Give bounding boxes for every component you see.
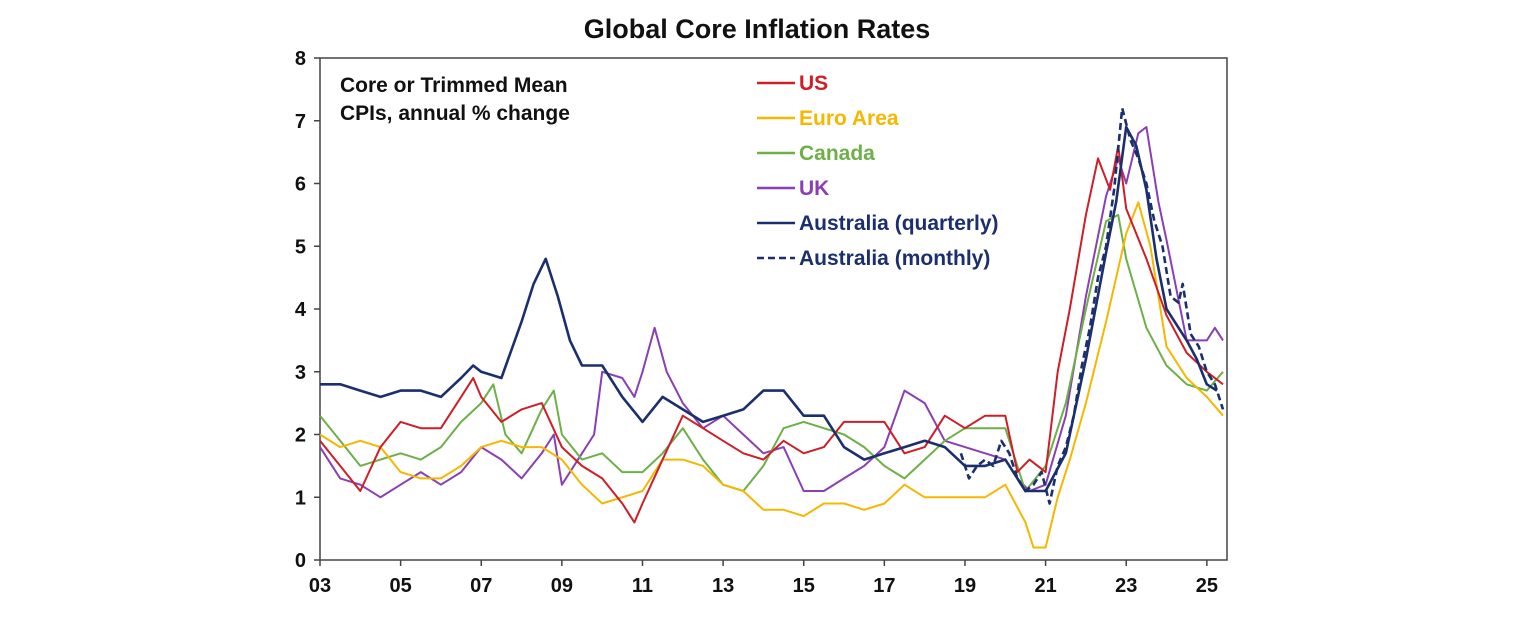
chart-note: Core or Trimmed Mean CPIs, annual % chan… [340, 74, 570, 125]
x-tick-label: 17 [873, 575, 895, 597]
y-tick-label: 2 [295, 425, 306, 447]
legend-label-euro-area: Euro Area [799, 107, 899, 130]
series-line-euro-area [319, 201, 1224, 549]
y-tick-label: 8 [295, 48, 306, 70]
x-tick-label: 15 [793, 575, 815, 597]
y-tick-label: 3 [295, 362, 306, 384]
x-tick-label: 03 [309, 575, 331, 597]
x-tick-label: 21 [1034, 575, 1056, 597]
series-line-australia-quarterly [320, 125, 1218, 493]
chart-title: Global Core Inflation Rates [584, 14, 931, 44]
x-axis: 03 05 07 09 11 13 15 17 19 21 23 25 [309, 560, 1218, 597]
y-tick-label: 7 [295, 111, 306, 133]
series-line-us [319, 144, 1224, 524]
x-tick-label: 07 [470, 575, 492, 597]
plot-area [319, 57, 1228, 561]
legend-label-australia-monthly: Australia (monthly) [799, 247, 990, 270]
x-tick-label: 05 [389, 575, 411, 597]
y-tick-label: 4 [295, 299, 307, 321]
series-line-canada [319, 213, 1224, 492]
y-axis: 0 1 2 3 4 5 6 7 8 [295, 48, 320, 572]
x-tick-label: 13 [712, 575, 734, 597]
series-layer [319, 106, 1225, 549]
x-tick-label: 19 [954, 575, 976, 597]
y-tick-label: 0 [295, 550, 306, 572]
y-tick-label: 6 [295, 174, 306, 196]
x-tick-label: 11 [632, 575, 653, 597]
legend-label-australia-quarterly: Australia (quarterly) [799, 212, 999, 235]
chart-note-line-2: CPIs, annual % change [340, 102, 570, 125]
series-line-uk [319, 126, 1224, 499]
legend-label-us: US [799, 72, 828, 95]
series-line-australia-monthly [959, 106, 1225, 505]
x-tick-label: 23 [1115, 575, 1137, 597]
y-tick-label: 1 [295, 487, 306, 509]
x-tick-label: 25 [1196, 575, 1218, 597]
legend-label-canada: Canada [799, 142, 875, 165]
legend: US Euro Area Canada UK Australia (quarterly)… [757, 72, 999, 270]
y-tick-label: 5 [295, 236, 306, 258]
chart-note-line-1: Core or Trimmed Mean [340, 74, 568, 97]
x-tick-label: 09 [551, 575, 573, 597]
legend-label-uk: UK [799, 177, 829, 200]
